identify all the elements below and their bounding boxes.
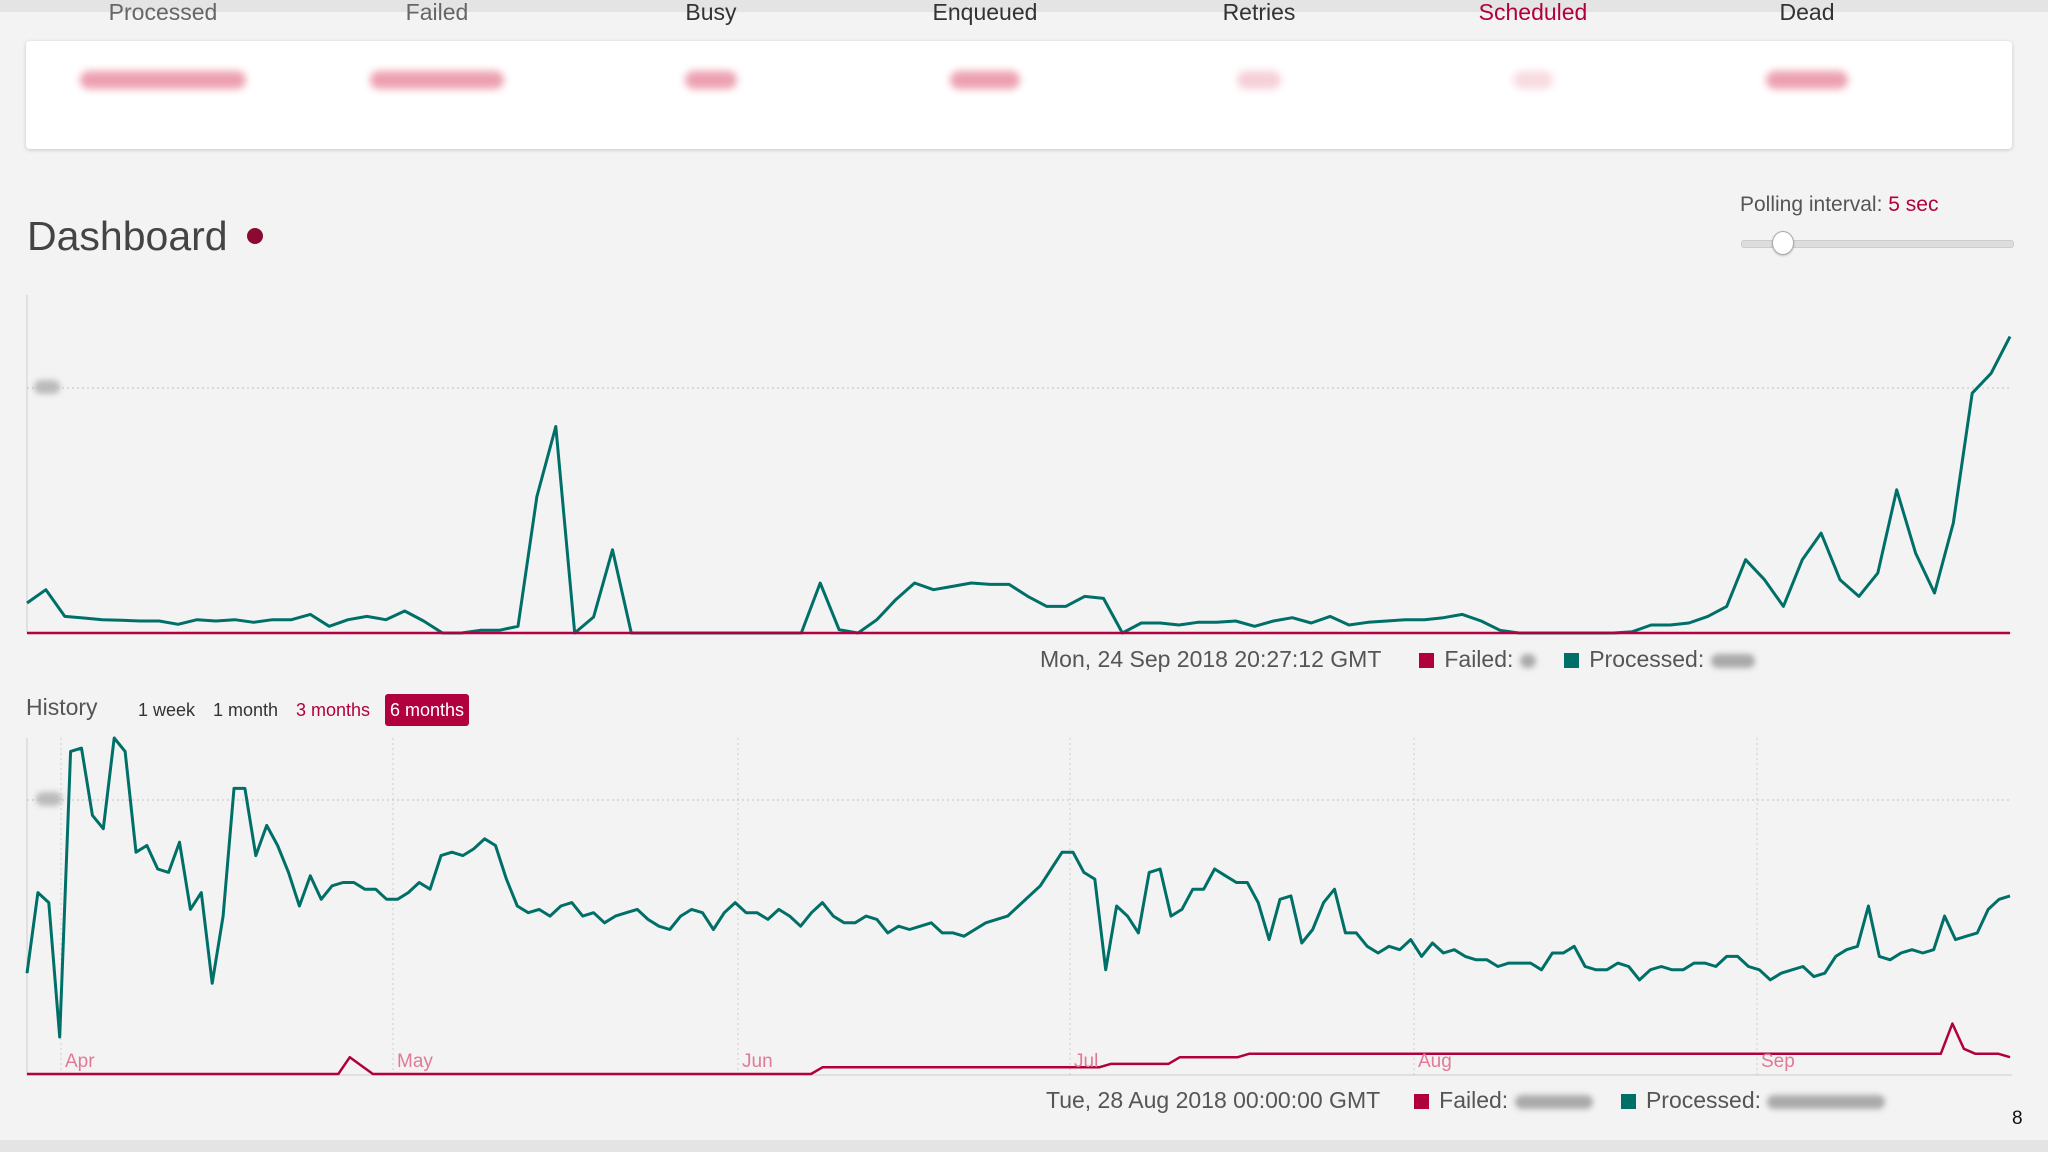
stat-label: Failed [405,0,469,25]
stat-value-redacted [80,71,246,89]
realtime-failed-label: Failed: [1444,646,1514,672]
history-chart: Apr May Jun Jul Aug Sep [25,736,2012,1076]
history-x-tick-label: May [397,1051,433,1072]
stat-label: Retries [1222,0,1296,25]
stat-label: Dead [1779,0,1835,25]
polling-interval-value: 5 sec [1888,193,1939,216]
range-1-week-button[interactable]: 1 week [138,700,196,720]
range-6-months-button[interactable]: 6 months [385,694,470,726]
processed-swatch [1564,653,1580,668]
window-top-strip [0,0,2048,12]
history-series-processed [25,736,2011,1039]
polling-interval-slider-handle[interactable] [1771,231,1794,255]
failed-swatch [1419,653,1435,668]
stat-failed[interactable]: Failed [300,0,574,149]
polling-interval-text: Polling interval: [1740,193,1883,216]
page-number: 8 [2012,1108,2023,1129]
history-x-tick-label: Aug [1418,1051,1452,1072]
page-title: Dashboard [27,213,228,259]
polling-interval-slider[interactable] [1741,240,2014,248]
stat-label: Busy [685,0,737,25]
realtime-legend: Mon, 24 Sep 2018 20:27:12 GMT Failed: Pr… [1040,646,1755,673]
history-processed-value-redacted [1767,1094,1886,1109]
history-series-failed [27,1022,2011,1076]
history-x-tick-label: Apr [65,1051,95,1072]
history-processed-label: Processed: [1645,1087,1762,1113]
stat-busy[interactable]: Busy [574,0,848,149]
stat-retries[interactable]: Retries [1122,0,1396,149]
live-status-dot [247,228,263,244]
failed-swatch [1414,1094,1430,1109]
history-legend: Tue, 28 Aug 2018 00:00:00 GMT Failed: Pr… [1046,1087,1886,1114]
stat-value-redacted [950,71,1020,89]
range-1-month-button[interactable]: 1 month [213,700,279,720]
stat-value-redacted [1237,71,1281,89]
realtime-failed-value-redacted [1519,653,1536,668]
realtime-series-processed [26,335,2012,635]
stat-enqueued[interactable]: Enqueued [848,0,1122,149]
stat-processed[interactable]: Processed [26,0,300,149]
processed-swatch [1620,1094,1636,1109]
realtime-processed-label: Processed: [1589,646,1705,672]
history-y-tick-redacted [36,792,62,806]
polling-interval-label: Polling interval: 5 sec [1740,193,1938,217]
stat-label: Scheduled [1478,0,1588,25]
history-x-tick-label: Sep [1761,1051,1795,1072]
stat-dead[interactable]: Dead [1670,0,1944,149]
history-x-tick-label: Jul [1074,1051,1098,1072]
history-timestamp: Tue, 28 Aug 2018 00:00:00 GMT [1046,1087,1380,1113]
history-failed-label: Failed: [1439,1087,1509,1113]
realtime-chart [26,295,2012,635]
realtime-processed-value-redacted [1710,653,1755,668]
stat-value-redacted [1513,71,1553,89]
stats-summary-bar: Processed Failed Busy Enqueued Retries S… [26,0,2012,149]
history-failed-value-redacted [1514,1094,1593,1109]
stat-label: Processed [108,0,218,25]
range-3-months-button[interactable]: 3 months [296,700,371,720]
stat-value-redacted [370,71,504,89]
stat-value-redacted [1766,71,1848,89]
stat-value-redacted [685,71,737,89]
stat-scheduled[interactable]: Scheduled [1396,0,1670,149]
stat-label: Enqueued [932,0,1038,25]
window-bottom-strip [0,1140,2048,1152]
history-label: History [26,694,98,720]
realtime-y-tick-redacted [34,380,60,394]
history-x-tick-label: Jun [742,1051,773,1072]
realtime-timestamp: Mon, 24 Sep 2018 20:27:12 GMT [1040,646,1381,672]
